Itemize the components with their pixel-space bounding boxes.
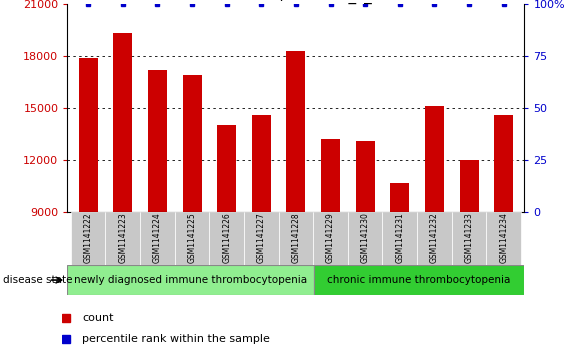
Text: GSM1141228: GSM1141228 bbox=[291, 212, 301, 263]
Bar bbox=[67, 265, 314, 295]
Bar bbox=[390, 183, 410, 212]
Bar bbox=[452, 212, 486, 265]
Bar bbox=[79, 58, 98, 212]
Bar bbox=[278, 212, 314, 265]
Bar bbox=[113, 33, 132, 212]
Text: GSM1141230: GSM1141230 bbox=[361, 212, 370, 263]
Text: chronic immune thrombocytopenia: chronic immune thrombocytopenia bbox=[328, 275, 510, 285]
Bar bbox=[182, 75, 202, 212]
Text: GSM1141233: GSM1141233 bbox=[465, 212, 473, 263]
Bar bbox=[348, 212, 383, 265]
Bar bbox=[71, 212, 105, 265]
Bar bbox=[105, 212, 140, 265]
Text: GSM1141227: GSM1141227 bbox=[257, 212, 266, 263]
Text: GSM1141231: GSM1141231 bbox=[396, 212, 404, 263]
Bar bbox=[217, 125, 236, 212]
Bar bbox=[356, 141, 374, 212]
Bar bbox=[383, 212, 417, 265]
Text: count: count bbox=[82, 313, 114, 323]
Bar bbox=[252, 115, 271, 212]
Text: GSM1141226: GSM1141226 bbox=[222, 212, 231, 263]
Title: GDS5017 / 208855_s_at: GDS5017 / 208855_s_at bbox=[205, 0, 387, 4]
Bar bbox=[287, 50, 305, 212]
Text: GSM1141234: GSM1141234 bbox=[499, 212, 508, 263]
Bar bbox=[175, 212, 209, 265]
Bar bbox=[459, 160, 479, 212]
Text: GSM1141225: GSM1141225 bbox=[188, 212, 196, 263]
Text: GSM1141222: GSM1141222 bbox=[84, 212, 93, 263]
Text: newly diagnosed immune thrombocytopenia: newly diagnosed immune thrombocytopenia bbox=[74, 275, 307, 285]
Text: percentile rank within the sample: percentile rank within the sample bbox=[82, 334, 270, 344]
Bar bbox=[486, 212, 521, 265]
Text: disease state: disease state bbox=[3, 275, 73, 285]
Bar bbox=[417, 212, 452, 265]
Bar bbox=[314, 212, 348, 265]
Text: GSM1141223: GSM1141223 bbox=[118, 212, 127, 263]
Text: GSM1141224: GSM1141224 bbox=[153, 212, 162, 263]
Bar bbox=[140, 212, 175, 265]
Text: GSM1141229: GSM1141229 bbox=[326, 212, 335, 263]
Bar bbox=[209, 212, 244, 265]
Bar bbox=[494, 115, 513, 212]
Bar bbox=[314, 265, 524, 295]
Bar bbox=[148, 70, 167, 212]
Bar bbox=[321, 139, 340, 212]
Text: GSM1141232: GSM1141232 bbox=[430, 212, 439, 263]
Bar bbox=[425, 106, 444, 212]
Bar bbox=[244, 212, 278, 265]
